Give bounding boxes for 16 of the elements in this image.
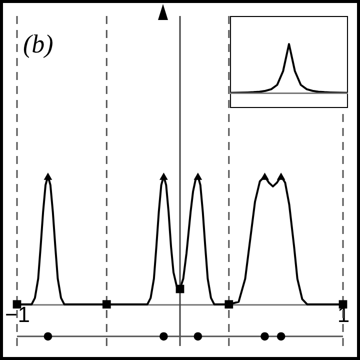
point — [338, 300, 348, 309]
point — [276, 332, 286, 341]
point — [102, 300, 111, 309]
point — [194, 172, 202, 180]
point — [260, 332, 269, 341]
point — [224, 300, 234, 309]
point — [160, 172, 168, 180]
point — [160, 332, 168, 341]
point — [44, 332, 52, 341]
point — [260, 172, 269, 180]
point — [44, 172, 52, 180]
chart-title: (b) — [23, 29, 54, 58]
point — [194, 332, 202, 341]
point — [176, 284, 184, 294]
x-tick-label: −1 — [4, 302, 30, 327]
point — [276, 172, 286, 180]
